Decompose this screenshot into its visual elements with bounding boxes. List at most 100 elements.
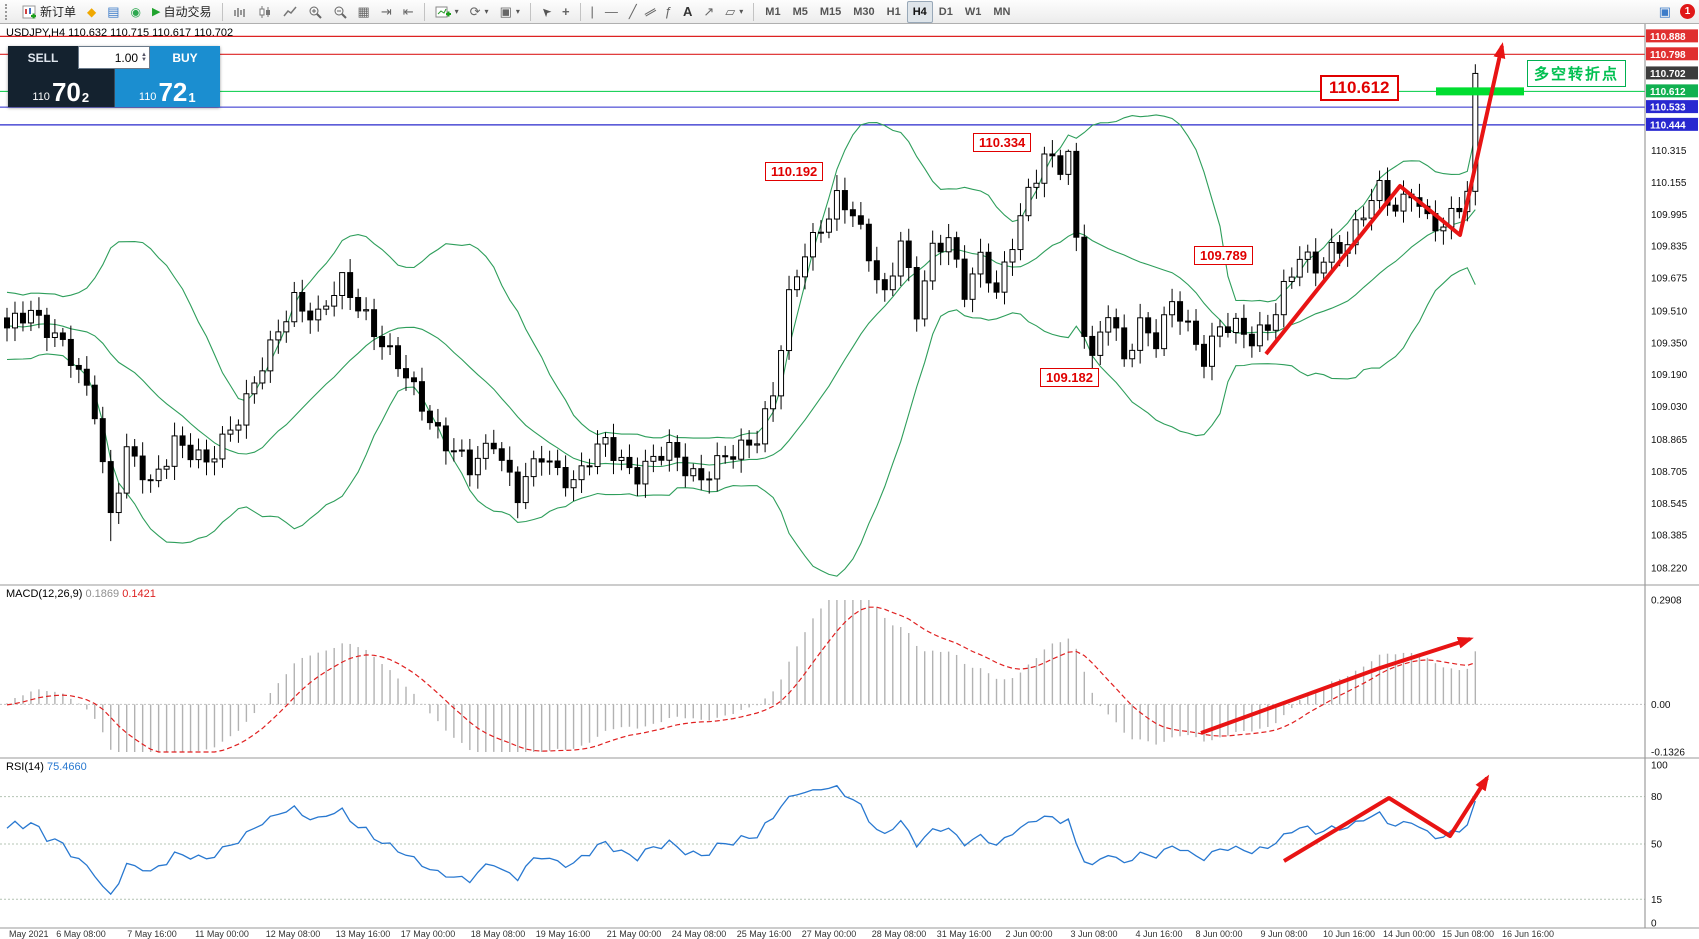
play-icon: ▶ [152,6,161,18]
volume-input[interactable]: 1.00 ▲ ▼ [78,46,150,69]
sell-price-main: 70 [51,77,81,107]
zoom-out-button[interactable] [328,1,352,23]
svg-text:21 May 00:00: 21 May 00:00 [607,929,662,939]
auto-scroll-icon: ⇤ [402,3,414,19]
sell-button[interactable]: SELL [8,46,78,69]
fibonacci-icon: ƒ [664,3,672,19]
svg-text:80: 80 [1651,792,1663,803]
timeframe-D1[interactable]: D1 [938,5,953,18]
svg-text:8 Jun 00:00: 8 Jun 00:00 [1195,929,1242,939]
svg-text:109.510: 109.510 [1651,306,1688,317]
trendline-tool[interactable]: ╱ [624,1,642,23]
svg-text:15 Jun 08:00: 15 Jun 08:00 [1442,929,1494,939]
fibonacci-tool[interactable]: ƒ [660,1,677,23]
timeframe-M1[interactable]: M1 [765,5,781,18]
svg-text:3 Jun 08:00: 3 Jun 08:00 [1070,929,1117,939]
alerts-button[interactable]: ◆ [82,1,101,23]
auto-scroll-button[interactable]: ⇤ [398,1,419,23]
candlestick-chart-button[interactable] [253,1,277,23]
horizontal-line-icon: — [604,3,618,19]
spinner-up-icon[interactable]: ▲ [141,51,147,58]
svg-text:109.835: 109.835 [1651,242,1688,253]
svg-text:16 Jun 16:00: 16 Jun 16:00 [1502,929,1554,939]
volume-spinner[interactable]: ▲ ▼ [141,51,147,63]
tile-windows-icon: ▦ [357,3,370,19]
main-trend-arrow[interactable] [1264,42,1506,356]
timeframe-H1[interactable]: H1 [886,5,901,18]
chart-ohlc-title: USDJPY,H4 110.632 110.715 110.617 110.70… [6,27,234,39]
new-chart-button[interactable]: ▾ [430,1,464,23]
svg-text:-0.1326: -0.1326 [1651,748,1685,759]
data-window-button[interactable]: ▤ [102,1,124,23]
rsi-value: 75.4660 [46,761,87,773]
new-order-button[interactable]: 新订单 [17,1,81,23]
svg-text:10 Jun 16:00: 10 Jun 16:00 [1323,929,1375,939]
timeframe-W1[interactable]: W1 [964,5,982,18]
vertical-line-tool[interactable]: | [586,1,599,23]
toolbar-separator [753,2,755,21]
zoom-out-icon [334,6,347,19]
horizontal-line-tool[interactable]: — [600,1,623,23]
svg-text:19 May 16:00: 19 May 16:00 [536,929,591,939]
rsi-trend-arrow[interactable] [1282,774,1490,863]
sell-price-prefix: 110 [32,91,50,103]
price-annotation[interactable]: 110.612 [1320,75,1399,101]
svg-text:110.444: 110.444 [1650,120,1686,131]
toolbar-drag-handle[interactable] [5,3,12,20]
shapes-tool[interactable]: ▱ ▾ [720,1,748,23]
timeframe-M5[interactable]: M5 [792,5,808,18]
svg-text:110.798: 110.798 [1650,50,1686,61]
template-button[interactable]: ▣ ▾ [495,1,525,23]
arrow-tool[interactable]: ↗ [698,1,719,23]
toolbar-separator [221,2,223,21]
timeframe-bar: M1 M5 M15 M30 H1 H4 D1 W1 MN [759,0,1016,23]
svg-text:4 Jun 16:00: 4 Jun 16:00 [1135,929,1182,939]
line-chart-button[interactable] [278,1,302,23]
macd-name: MACD(12,26,9) [6,588,83,600]
svg-text:108.385: 108.385 [1651,531,1688,542]
buy-price-main: 72 [158,77,188,107]
buy-button[interactable]: BUY [150,46,220,69]
zoom-in-button[interactable] [303,1,327,23]
svg-text:7 May 16:00: 7 May 16:00 [127,929,177,939]
spinner-down-icon[interactable]: ▼ [141,56,147,63]
line-chart-icon [282,6,297,16]
price-annotation[interactable]: 109.789 [1194,246,1253,265]
text-tool[interactable]: A [678,1,697,23]
svg-text:109.190: 109.190 [1651,370,1688,381]
svg-text:109.995: 109.995 [1651,210,1688,221]
price-annotation[interactable]: 110.334 [973,133,1032,152]
price-annotation[interactable]: 110.192 [765,162,824,181]
candlestick-chart-icon [259,5,270,18]
svg-text:110.612: 110.612 [1650,87,1686,98]
svg-text:May 2021: May 2021 [9,929,49,939]
sell-price-sup: 2 [81,90,90,105]
svg-text:100: 100 [1651,761,1668,772]
crosshair-tool-button[interactable]: + [557,1,575,23]
news-button[interactable]: ▣ [1654,1,1676,23]
sell-price[interactable]: 110 70 2 [8,69,115,107]
timeframe-H4[interactable]: H4 [906,0,933,23]
bar-chart-button[interactable] [228,1,252,23]
timeframe-M15[interactable]: M15 [819,5,842,18]
macd-trend-arrow[interactable] [1200,636,1474,735]
macd-indicator-label: MACD(12,26,9) 0.1869 0.1421 [6,588,156,600]
zoom-in-icon [309,6,322,19]
svg-text:108.545: 108.545 [1651,499,1688,510]
autotrading-button[interactable]: ▶ 自动交易 [147,1,216,23]
shapes-icon: ▱ [725,3,736,19]
svg-text:0: 0 [1651,919,1657,930]
chart-shift-button[interactable]: ⇥ [376,1,397,23]
tile-windows-button[interactable]: ▦ [353,1,375,23]
rsi-indicator-label: RSI(14) 75.4660 [6,761,87,773]
notification-badge[interactable]: 1 [1680,4,1695,19]
timeframe-M30[interactable]: M30 [853,5,875,18]
timeframe-MN[interactable]: MN [993,5,1011,18]
period-button[interactable]: ⟳ ▾ [465,1,494,23]
turning-point-label[interactable]: 多空转折点 [1527,60,1627,87]
template-icon: ▣ [499,3,512,19]
market-watch-button[interactable]: ◉ [126,1,146,23]
price-annotation[interactable]: 109.182 [1040,368,1099,387]
buy-price[interactable]: 110 72 1 [114,69,220,107]
